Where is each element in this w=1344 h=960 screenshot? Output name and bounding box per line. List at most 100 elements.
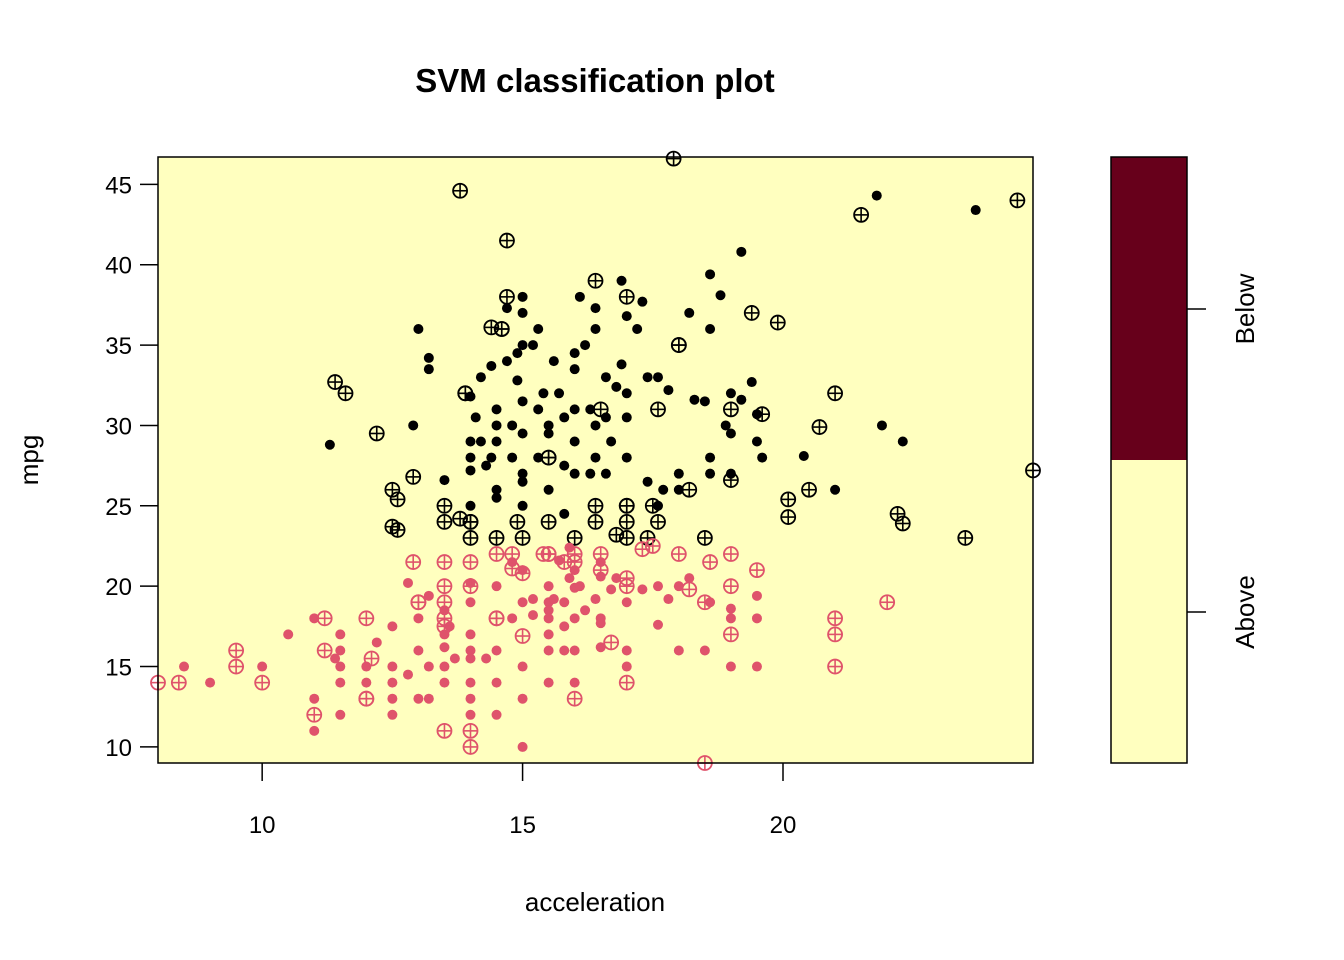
support-vector-below [488,530,505,546]
y-tick-label-10: 10 [105,735,132,762]
point-below [517,340,528,351]
support-vector-below [650,513,666,530]
point-above [465,709,476,720]
point-below [569,348,580,359]
point-below [559,508,570,519]
y-axis-label: mpg [14,435,44,486]
point-above [465,653,476,664]
point-below [616,359,627,370]
point-below [621,412,632,423]
support-vector-below [587,272,604,289]
support-vector-below [723,401,739,418]
point-below [673,468,684,479]
class-color-legend: Below Above [1110,156,1260,764]
support-vector-below [743,305,760,321]
point-below [517,476,528,487]
point-above [481,653,492,664]
point-above [361,677,372,688]
x-tick-label-20: 20 [770,812,797,839]
point-above [543,629,554,640]
point-above [387,677,398,688]
y-tick-label-45: 45 [105,172,132,199]
point-below [517,428,528,439]
y-axis: 10 15 20 25 30 35 40 45 [105,172,158,762]
point-above [580,605,591,616]
point-above [439,605,450,616]
point-above [491,709,502,720]
point-below [725,428,736,439]
point-below [507,420,518,431]
point-below [491,404,502,415]
support-vector-above [879,594,896,611]
support-vector-below [670,337,687,353]
support-vector-below [754,406,771,423]
support-vector-below [462,530,479,546]
point-above [517,661,528,672]
point-below [699,396,710,407]
point-below [324,439,335,450]
support-vector-above [723,578,739,595]
point-above [517,741,528,752]
point-below [470,412,481,423]
support-vector-above [696,594,713,611]
point-above [543,605,554,616]
support-vector-below [827,385,843,402]
x-axis: 10 15 20 [249,763,797,839]
point-above [465,677,476,688]
point-above [439,677,450,688]
point-below [512,348,523,359]
point-below [642,476,653,487]
point-above [569,645,580,656]
point-below [632,323,643,334]
point-below [486,452,497,463]
point-below [725,388,736,399]
support-vector-below [337,385,354,402]
point-below [543,420,554,431]
point-below [705,468,716,479]
point-above [179,661,190,672]
point-above [449,653,460,664]
point-below [512,375,523,386]
point-above [309,725,320,736]
point-below [746,377,757,388]
support-vector-below [723,472,739,488]
support-vector-above [488,610,505,627]
point-below [798,450,809,461]
point-below [600,468,611,479]
point-below [663,385,674,396]
legend-swatch-below [1111,157,1187,460]
point-below [538,388,549,399]
point-above [684,573,695,584]
support-vector-above [827,610,843,627]
support-vector-above [358,690,375,707]
point-below [465,465,476,476]
point-above [543,613,554,624]
point-below [621,452,632,463]
point-below [616,275,627,286]
support-vector-below [540,513,557,530]
point-below [533,323,544,334]
point-above [465,645,476,656]
point-above [673,645,684,656]
point-above [335,661,346,672]
point-above [465,629,476,640]
point-above [543,645,554,656]
support-vector-above [603,634,620,651]
point-below [606,436,617,447]
point-below [611,381,622,392]
point-below [423,352,434,363]
support-vector-below [493,321,510,337]
point-above [621,645,632,656]
point-above [606,584,617,595]
point-below [673,484,684,495]
point-below [543,484,554,495]
support-vector-above [514,628,531,644]
point-above [673,581,684,592]
point-above [543,677,554,688]
support-vector-above [488,546,505,562]
point-above [595,557,606,568]
support-vector-below [509,513,526,530]
support-vector-below [957,530,974,546]
point-below [736,246,747,257]
point-above [663,594,674,605]
